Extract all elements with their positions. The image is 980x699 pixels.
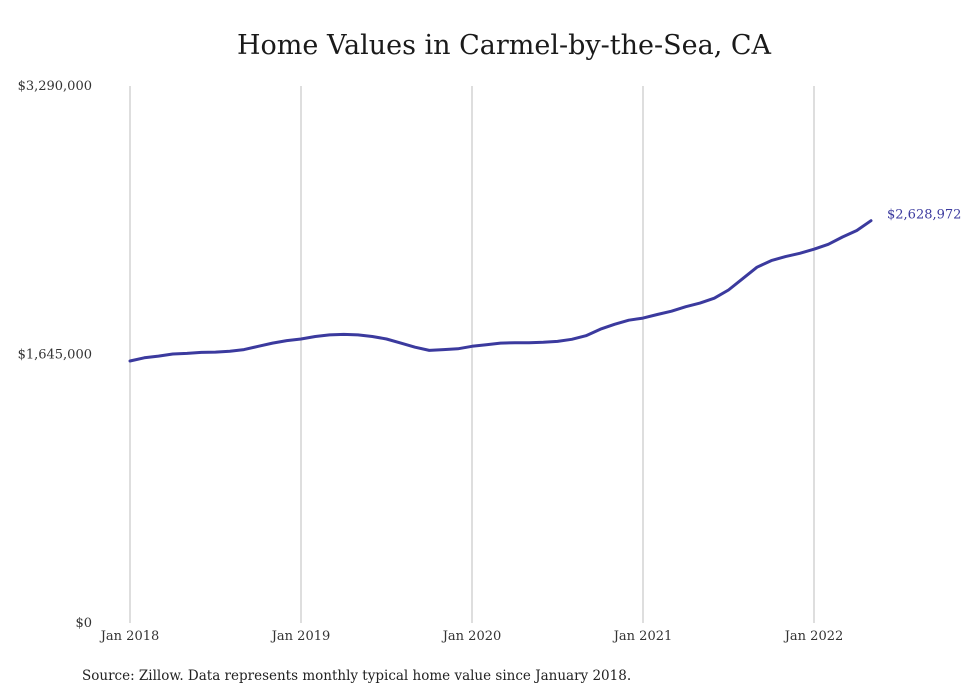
line-chart: Jan 2018 Jan 2019 Jan 2020 Jan 2021 Jan 2022… [18,79,962,644]
x-tick-label: Jan 2019 [270,629,331,644]
series-line-0 [128,219,873,363]
x-tick-label: Jan 2020 [441,629,502,644]
chart-title: Home Values in Carmel-by-the-Sea, CA [236,30,772,61]
end-value-label: $2,628,972 [887,208,961,223]
y-tick-label: $1,645,000 [18,348,92,363]
y-tick-label: $3,290,000 [18,79,92,94]
source-note: Source: Zillow. Data represents monthly … [82,668,632,684]
x-tick-label: Jan 2018 [99,629,160,644]
x-tick-label: Jan 2021 [612,629,673,644]
y-tick-label: $0 [75,616,92,631]
x-tick-label: Jan 2022 [783,629,844,644]
